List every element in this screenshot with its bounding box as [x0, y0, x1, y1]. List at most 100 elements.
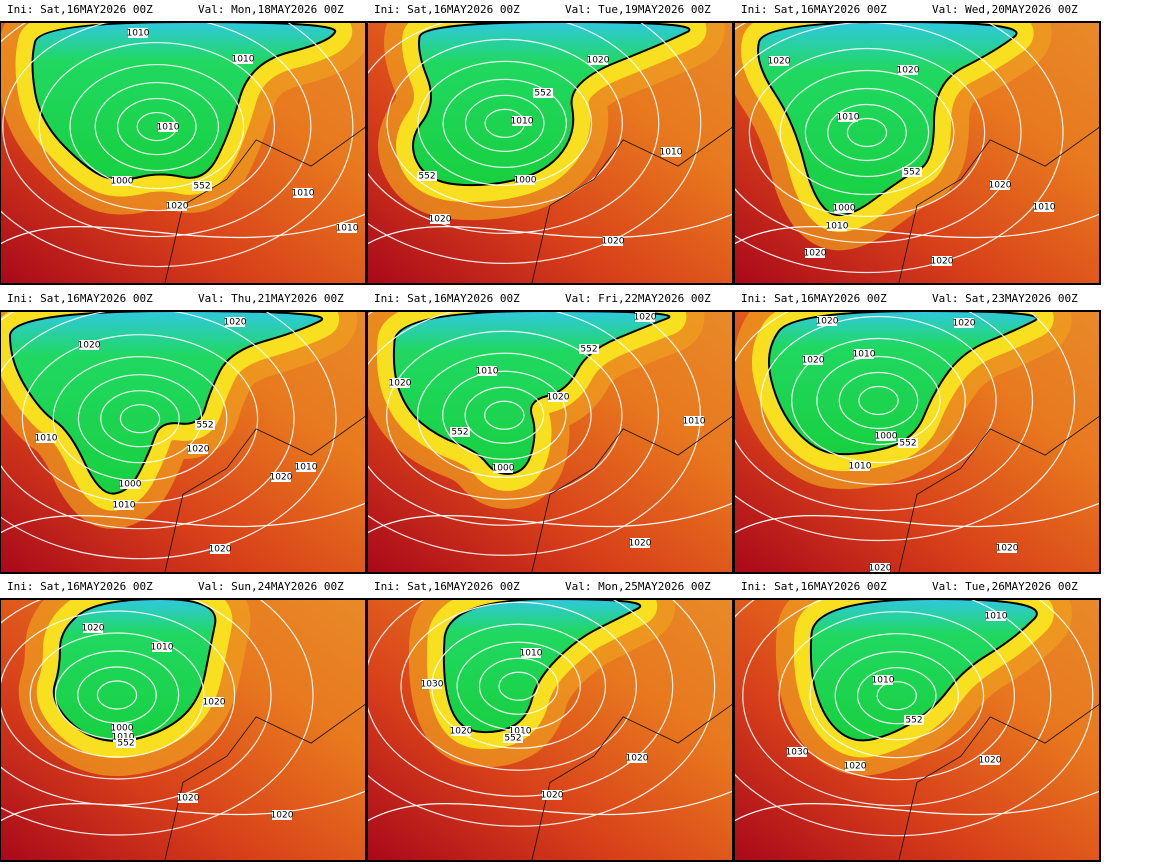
- isobar: [0, 599, 314, 836]
- contour-label-box: [817, 316, 837, 326]
- contour-label-box: [225, 317, 245, 327]
- contour-label: 1010: [837, 113, 860, 123]
- panel-frame: [733, 598, 1101, 862]
- contour-label: 1000: [492, 464, 515, 474]
- isobar: [416, 352, 592, 478]
- contour-label-box: [627, 753, 647, 763]
- isobar: [816, 355, 941, 446]
- valid-time: Val: Sun,24MAY2026 00Z: [198, 580, 344, 593]
- contour-label: 1000: [833, 204, 856, 214]
- contour-label-box: [954, 318, 974, 328]
- isobar: [856, 667, 937, 725]
- contour-label: 1020: [844, 762, 867, 772]
- contour-label-box: [113, 732, 133, 742]
- contour-label: 552: [534, 89, 551, 99]
- contour-label: 1020: [989, 181, 1012, 191]
- isobar: [0, 22, 354, 268]
- contour-label-box: [195, 420, 215, 430]
- contour-label-box: [787, 747, 807, 757]
- valid-time: Val: Tue,19MAY2026 00Z: [565, 3, 711, 16]
- contour-label-box: [188, 444, 208, 454]
- contour-label: 1010: [295, 463, 318, 473]
- contour-label-box: [1034, 202, 1054, 212]
- contour-label-box: [769, 56, 789, 66]
- isobar: [734, 311, 1076, 542]
- isobar: [838, 371, 919, 430]
- isobar: [498, 671, 539, 701]
- contour-label: 1010: [853, 350, 876, 360]
- isobar: [367, 599, 716, 827]
- isobar: [69, 63, 245, 190]
- isobar: [117, 97, 197, 156]
- contour-label: 1020: [602, 237, 625, 247]
- isobar: [386, 38, 623, 208]
- contour-label-box: [430, 214, 450, 224]
- contour-label: 1020: [802, 356, 825, 366]
- contour-label-box: [293, 188, 313, 198]
- isobar: [0, 502, 366, 534]
- contour-label: 1020: [450, 727, 473, 737]
- isobar: [748, 47, 986, 218]
- isobar: [100, 390, 180, 448]
- low-geopotential-area: [31, 22, 337, 181]
- isobar: [417, 60, 593, 186]
- isobar: [367, 22, 660, 234]
- map-field: 1010 1010 552 1030 1020 1020: [734, 599, 1100, 861]
- contour-label-box: [114, 500, 134, 510]
- contour-label: 1010: [826, 222, 849, 232]
- init-time: Ini: Sat,16MAY2026 00Z: [374, 3, 520, 16]
- contour-label-box: [503, 733, 523, 743]
- isobar: [367, 22, 702, 264]
- contour-label-box: [422, 679, 442, 689]
- contour-label: 1020: [166, 202, 189, 212]
- isobar: [478, 657, 559, 715]
- isobar: [367, 311, 701, 556]
- isobar: [94, 81, 220, 172]
- contour-label-box: [233, 54, 253, 64]
- isobar: [464, 386, 545, 444]
- map-field: 1020 552 1010 552 1000 1010 1020 1020: [367, 22, 733, 284]
- contour-label: 1020: [996, 544, 1019, 554]
- coastline: [898, 703, 1100, 861]
- contour-label: 1020: [897, 66, 920, 76]
- isobar: [834, 651, 959, 741]
- isobar: [442, 370, 567, 460]
- contour-label-box: [997, 543, 1017, 553]
- contour-label-box: [898, 438, 918, 448]
- contour-label: 1010: [509, 727, 532, 737]
- contour-label: 1020: [869, 564, 892, 574]
- isobar: [734, 213, 1100, 245]
- isobar: [367, 213, 733, 245]
- contour-label-box: [158, 122, 178, 132]
- contour-label-box: [986, 611, 1006, 621]
- contour-label: 1030: [421, 680, 444, 690]
- isobar: [779, 69, 955, 196]
- contour-label: 1020: [187, 445, 210, 455]
- contour-label: 1010: [985, 612, 1008, 622]
- map-field: 1010 1010 1010 1000 552 1020 1010 1010: [0, 22, 366, 284]
- isobar: [734, 311, 1034, 512]
- contour-label-box: [684, 416, 704, 426]
- valid-time: Val: Sat,23MAY2026 00Z: [932, 292, 1078, 305]
- contour-label: 1020: [429, 215, 452, 225]
- contour-label: 1010: [849, 462, 872, 472]
- contour-label-box: [112, 723, 132, 733]
- contour-label: 552: [899, 439, 916, 449]
- contour-label-box: [827, 221, 847, 231]
- contour-label-box: [854, 349, 874, 359]
- contour-label: 1010: [292, 189, 315, 199]
- contour-label-box: [36, 433, 56, 443]
- contour-label: 1020: [931, 257, 954, 267]
- contour-label: 552: [193, 182, 210, 192]
- valid-time: Val: Tue,26MAY2026 00Z: [932, 580, 1078, 593]
- contour-label: 552: [580, 345, 597, 355]
- contour-label-box: [296, 462, 316, 472]
- isobar: [0, 311, 295, 530]
- contour-label: 1010: [151, 643, 174, 653]
